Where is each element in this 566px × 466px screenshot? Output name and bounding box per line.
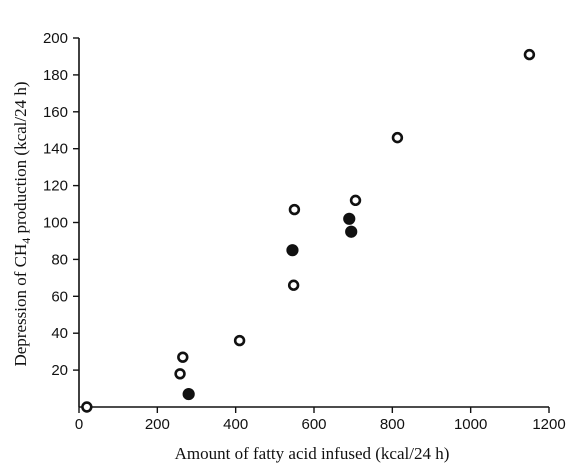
y-axis-title: Depression of CH4 production (kcal/24 h) bbox=[11, 81, 33, 366]
y-tick-label: 160 bbox=[43, 104, 68, 121]
y-tick-label: 20 bbox=[51, 362, 68, 379]
filled-circle-point bbox=[343, 212, 356, 225]
open-circle-point bbox=[81, 401, 93, 413]
y-axis-title-subscript: 4 bbox=[19, 238, 33, 244]
x-axis-title: Amount of fatty acid infused (kcal/24 h) bbox=[175, 444, 450, 463]
open-circle-point bbox=[177, 351, 189, 363]
filled-circle-point bbox=[345, 225, 358, 238]
open-circle-point bbox=[287, 279, 300, 291]
y-tick-label: 180 bbox=[43, 67, 68, 84]
x-tick-label: 0 bbox=[75, 416, 83, 433]
y-tick-label: 60 bbox=[51, 288, 68, 305]
x-tick-label: 400 bbox=[223, 416, 248, 433]
y-tick-label: 40 bbox=[51, 325, 68, 342]
x-tick-label: 800 bbox=[380, 416, 405, 433]
data-points bbox=[81, 48, 536, 413]
x-tick-label: 1200 bbox=[532, 416, 565, 433]
open-circle-point bbox=[174, 368, 186, 380]
y-tick-label: 120 bbox=[43, 178, 68, 195]
y-tick-label: 200 bbox=[43, 30, 68, 47]
y-axis-title-main: Depression of CH bbox=[11, 244, 30, 367]
open-circle-point bbox=[288, 203, 301, 216]
y-axis-title-rest: production (kcal/24 h) bbox=[11, 81, 30, 237]
y-ticks: 20 40 60 80 100 120 140 160 180 200 bbox=[43, 30, 79, 379]
open-circle-point bbox=[233, 334, 246, 347]
x-ticks: 0 200 400 600 800 1000 1200 bbox=[75, 407, 566, 433]
y-tick-label: 80 bbox=[51, 251, 68, 268]
axes bbox=[78, 38, 549, 408]
open-circle-point bbox=[391, 131, 404, 144]
x-tick-label: 1000 bbox=[454, 416, 487, 433]
filled-circle-point bbox=[286, 244, 299, 257]
y-tick-label: 100 bbox=[43, 215, 68, 232]
filled-circle-point bbox=[182, 387, 195, 401]
open-circle-point bbox=[523, 48, 536, 61]
x-tick-label: 200 bbox=[145, 416, 170, 433]
open-circle-point bbox=[349, 194, 362, 207]
x-tick-label: 600 bbox=[301, 416, 326, 433]
y-tick-label: 140 bbox=[43, 141, 68, 158]
